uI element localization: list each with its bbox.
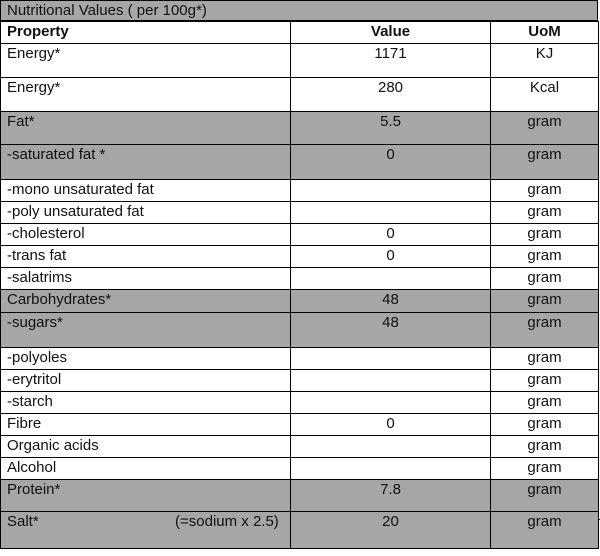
salt-property-wrap: Salt* (=sodium x 2.5) [7, 513, 284, 533]
uom-cell: Kcal [490, 77, 599, 112]
salt-label: Salt* [7, 513, 39, 530]
property-cell: Fat* [0, 111, 291, 145]
value-cell: 0 [290, 144, 491, 180]
uom-cell: gram [490, 369, 599, 392]
table-row: -trans fat 0 gram [0, 245, 599, 268]
value-cell [290, 179, 491, 202]
property-cell: -erytritol [0, 369, 291, 392]
uom-cell: gram [490, 457, 599, 480]
value-cell: 7.8 [290, 479, 491, 512]
value-cell [290, 347, 491, 370]
table-row: Fibre 0 gram [0, 413, 599, 436]
table-row: -saturated fat * 0 gram [0, 144, 599, 180]
header-uom: UoM [490, 21, 599, 44]
table-edge-mark [598, 519, 600, 520]
value-cell [290, 391, 491, 414]
property-cell: -starch [0, 391, 291, 414]
uom-cell: gram [490, 223, 599, 246]
table-row: Energy* 1171 KJ [0, 43, 599, 78]
value-cell [290, 369, 491, 392]
table-row: -erytritol gram [0, 369, 599, 392]
value-cell: 5.5 [290, 111, 491, 145]
value-cell: 0 [290, 413, 491, 436]
property-cell: -polyoles [0, 347, 291, 370]
value-cell [290, 201, 491, 224]
uom-cell: gram [490, 435, 599, 458]
property-cell: -mono unsaturated fat [0, 179, 291, 202]
value-cell: 48 [290, 312, 491, 348]
uom-cell: gram [490, 245, 599, 268]
table-row: Salt* (=sodium x 2.5) 20 gram [0, 511, 599, 549]
uom-cell: gram [490, 111, 599, 145]
uom-cell: gram [490, 267, 599, 290]
property-cell: Carbohydrates* [0, 289, 291, 313]
property-cell: -poly unsaturated fat [0, 201, 291, 224]
table-row: Organic acids gram [0, 435, 599, 458]
table-row: -salatrims gram [0, 267, 599, 290]
header-property: Property [0, 21, 291, 44]
property-cell: -cholesterol [0, 223, 291, 246]
uom-cell: gram [490, 479, 599, 512]
value-cell [290, 435, 491, 458]
property-cell: Protein* [0, 479, 291, 512]
property-cell: -sugars* [0, 312, 291, 348]
value-cell [290, 267, 491, 290]
uom-cell: gram [490, 413, 599, 436]
header-value: Value [290, 21, 491, 44]
uom-cell: gram [490, 391, 599, 414]
value-cell: 280 [290, 77, 491, 112]
table-row: -mono unsaturated fat gram [0, 179, 599, 202]
value-cell: 0 [290, 245, 491, 268]
uom-cell: gram [490, 144, 599, 180]
table-row: -sugars* 48 gram [0, 312, 599, 348]
uom-cell: gram [490, 201, 599, 224]
table-row: Protein* 7.8 gram [0, 479, 599, 512]
property-cell: Salt* (=sodium x 2.5) [0, 511, 291, 549]
property-cell: -trans fat [0, 245, 291, 268]
table-row: -poly unsaturated fat gram [0, 201, 599, 224]
uom-cell: gram [490, 347, 599, 370]
table-title: Nutritional Values ( per 100g*) [0, 0, 598, 21]
table-row: -cholesterol 0 gram [0, 223, 599, 246]
property-cell: Energy* [0, 77, 291, 112]
uom-cell: KJ [490, 43, 599, 78]
property-cell: -saturated fat * [0, 144, 291, 180]
uom-cell: gram [490, 179, 599, 202]
property-cell: Energy* [0, 43, 291, 78]
uom-cell: gram [490, 289, 599, 313]
uom-cell: gram [490, 511, 599, 549]
table-row: Alcohol gram [0, 457, 599, 480]
table-row: -polyoles gram [0, 347, 599, 370]
property-cell: -salatrims [0, 267, 291, 290]
uom-cell: gram [490, 312, 599, 348]
table-row: Fat* 5.5 gram [0, 111, 599, 145]
value-cell [290, 457, 491, 480]
property-cell: Fibre [0, 413, 291, 436]
table-row: Energy* 280 Kcal [0, 77, 599, 112]
value-cell: 20 [290, 511, 491, 549]
table-row: Carbohydrates* 48 gram [0, 289, 599, 313]
property-cell: Alcohol [0, 457, 291, 480]
value-cell: 0 [290, 223, 491, 246]
property-cell: Organic acids [0, 435, 291, 458]
value-cell: 1171 [290, 43, 491, 78]
table-row: -starch gram [0, 391, 599, 414]
nutrition-table: Property Value UoM Energy* 1171 KJ Energ… [0, 21, 599, 549]
value-cell: 48 [290, 289, 491, 313]
header-row: Property Value UoM [0, 21, 599, 44]
sodium-note: (=sodium x 2.5) [175, 513, 279, 530]
